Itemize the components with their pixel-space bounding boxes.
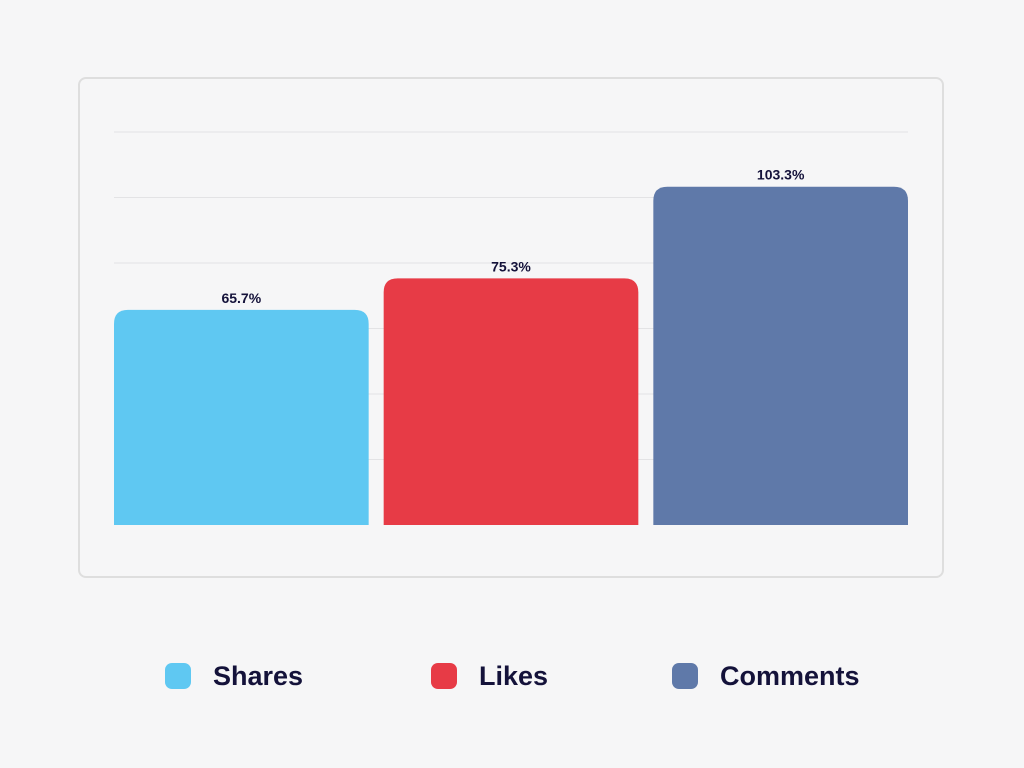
legend-label-shares: Shares <box>213 660 304 691</box>
data-label-comments: 103.3% <box>757 167 805 183</box>
data-labels: 65.7% 75.3% 103.3% <box>221 167 804 306</box>
data-label-likes: 75.3% <box>491 258 531 274</box>
legend: Shares Likes Comments <box>0 655 1024 697</box>
legend-item-likes: Likes <box>431 655 548 697</box>
bar-likes <box>383 278 639 525</box>
legend-item-shares: Shares <box>165 655 303 697</box>
legend-label-comments: Comments <box>720 660 860 691</box>
legend-swatch-comments <box>672 663 698 689</box>
legend-label-likes: Likes <box>479 660 549 691</box>
legend-swatch-likes <box>431 663 457 689</box>
bar-shares <box>114 309 369 525</box>
legend-item-comments: Comments <box>672 655 860 697</box>
data-label-shares: 65.7% <box>221 290 261 306</box>
legend-swatch-shares <box>165 663 191 689</box>
bar-comments <box>653 186 908 525</box>
bars <box>114 186 908 525</box>
